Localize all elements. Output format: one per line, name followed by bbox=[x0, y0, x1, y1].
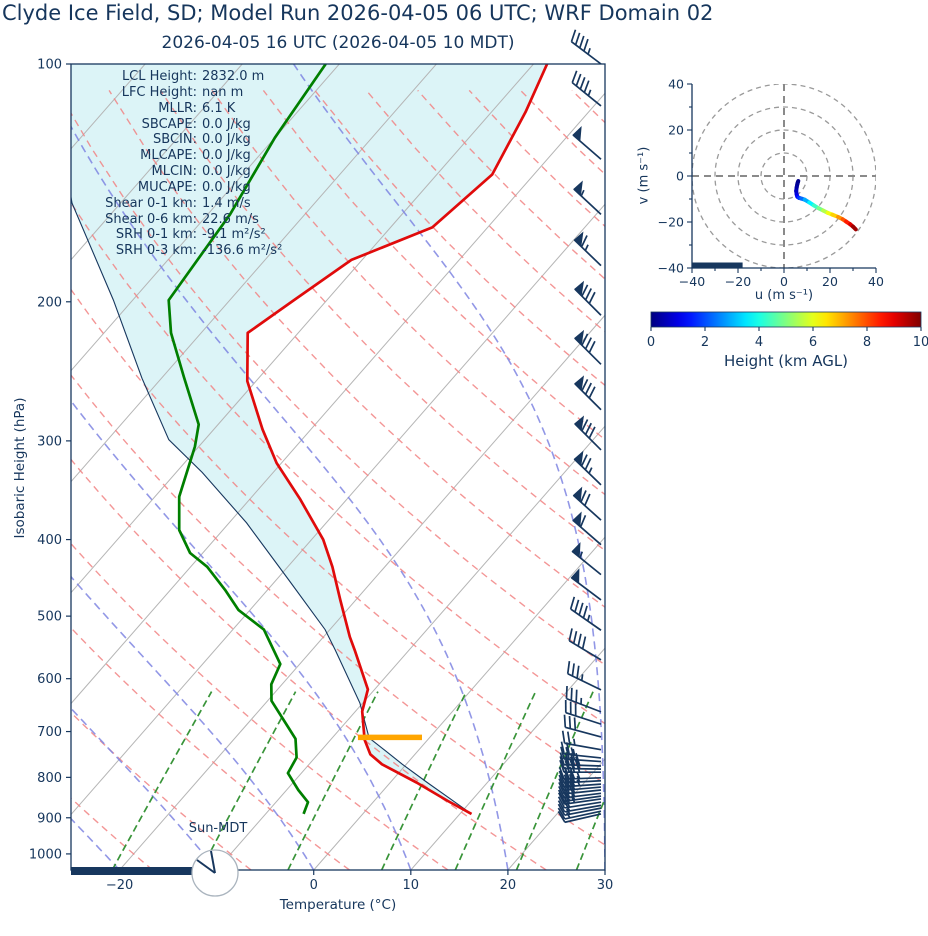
hodograph-axes-crosshair bbox=[692, 84, 876, 268]
stat-row: MLCAPE: 0.0 J/kg bbox=[57, 148, 282, 164]
stat-row: SBCIN: 0.0 J/kg bbox=[57, 132, 282, 148]
svg-text:−20: −20 bbox=[725, 274, 751, 289]
stat-value: -136.6 m²/s² bbox=[202, 243, 283, 259]
stat-value: 0.0 J/kg bbox=[202, 148, 251, 164]
stat-label: SBCAPE: bbox=[141, 116, 197, 132]
stat-label: SRH 0-3 km: bbox=[115, 243, 197, 259]
stat-value: -9.1 m²/s² bbox=[202, 227, 266, 243]
stat-label: LFC Height: bbox=[121, 84, 197, 100]
hodograph-tick-labels: −40−40 −20 −20 0 0 20 20 40 40 bbox=[658, 77, 884, 290]
stat-value: 0.0 J/kg bbox=[202, 132, 251, 148]
svg-text:−40: −40 bbox=[679, 274, 705, 289]
cin-shading bbox=[71, 64, 548, 814]
stat-label: Shear 0-1 km: bbox=[105, 195, 197, 211]
svg-text:0: 0 bbox=[647, 335, 655, 350]
svg-text:1000: 1000 bbox=[29, 847, 62, 862]
skewt-tick-labels: 1002003004005006007008009001000−20−10010… bbox=[29, 58, 613, 894]
svg-text:600: 600 bbox=[37, 672, 62, 687]
svg-text:4: 4 bbox=[755, 335, 763, 350]
hodograph-x-axis-label: u (m s⁻¹) bbox=[754, 288, 814, 303]
stat-row: SRH 0-3 km: -136.6 m²/s² bbox=[57, 243, 282, 259]
stat-row: Shear 0-1 km: 1.4 m/s bbox=[57, 196, 282, 212]
svg-text:8: 8 bbox=[863, 335, 871, 350]
svg-text:−20: −20 bbox=[658, 215, 684, 230]
skewt-y-axis-label: Isobaric Height (hPa) bbox=[12, 397, 28, 539]
svg-text:100: 100 bbox=[37, 58, 62, 73]
stat-label: LCL Height: bbox=[121, 69, 197, 84]
stat-row: MLLR: 6.1 K bbox=[57, 101, 282, 117]
stat-value: 2832.0 m bbox=[202, 69, 265, 84]
stat-row: LCL Height: 2832.0 m bbox=[57, 69, 282, 85]
svg-text:10: 10 bbox=[403, 878, 420, 893]
skewt-x-axis-label: Temperature (°C) bbox=[279, 897, 397, 913]
svg-text:20: 20 bbox=[822, 274, 838, 289]
stat-row: SBCAPE: 0.0 J/kg bbox=[57, 117, 282, 133]
stat-label: MLCAPE: bbox=[140, 148, 197, 164]
stat-label: MUCAPE: bbox=[137, 179, 197, 195]
stat-value: 0.0 J/kg bbox=[202, 116, 251, 132]
svg-text:2: 2 bbox=[701, 335, 709, 350]
hodograph-y-axis-label: v (m s⁻¹) bbox=[636, 146, 652, 205]
temperature-line bbox=[245, 64, 549, 816]
skewt-frame bbox=[70, 63, 606, 871]
svg-text:10: 10 bbox=[913, 335, 928, 350]
stat-label: SRH 0-1 km: bbox=[115, 227, 197, 243]
stat-label: Shear 0-6 km: bbox=[105, 211, 197, 227]
hodograph-plot-area bbox=[692, 84, 876, 268]
stat-label: MLCIN: bbox=[151, 164, 197, 180]
svg-text:200: 200 bbox=[37, 295, 62, 310]
mixing-ratio-lines bbox=[111, 691, 605, 870]
sun-time-label: Sun-MDT bbox=[188, 821, 248, 836]
svg-text:20: 20 bbox=[668, 123, 684, 138]
wind-barbs bbox=[557, 29, 602, 824]
svg-text:−20: −20 bbox=[106, 878, 133, 893]
hodograph-ground-bar bbox=[692, 262, 743, 269]
page-title: Clyde Ice Field, SD; Model Run 2026-04-0… bbox=[2, 1, 714, 25]
svg-text:0: 0 bbox=[676, 169, 684, 184]
moist-adiabat-lines bbox=[71, 64, 605, 870]
colorbar-ticks bbox=[650, 327, 922, 331]
stat-label: SBCIN: bbox=[153, 132, 197, 148]
dry-adiabat-lines bbox=[71, 89, 605, 870]
stat-value: 6.1 K bbox=[202, 100, 236, 116]
colorbar-tick-labels: 0 2 4 6 8 10 bbox=[647, 335, 928, 350]
stat-row: MLCIN: 0.0 J/kg bbox=[57, 164, 282, 180]
valid-time-subtitle: 2026-04-05 16 UTC (2026-04-05 10 MDT) bbox=[161, 33, 515, 53]
colorbar-label: Height (km AGL) bbox=[723, 352, 849, 370]
skewt-plot-area bbox=[71, 64, 605, 870]
svg-text:900: 900 bbox=[37, 811, 62, 826]
svg-text:700: 700 bbox=[37, 725, 62, 740]
svg-text:0: 0 bbox=[310, 878, 318, 893]
svg-text:40: 40 bbox=[668, 77, 684, 92]
parcel-trace-line bbox=[71, 194, 472, 815]
clock-icon bbox=[191, 849, 239, 897]
stat-value: nan m bbox=[202, 84, 244, 100]
stat-value: 0.0 J/kg bbox=[202, 164, 251, 180]
svg-text:500: 500 bbox=[37, 610, 62, 625]
svg-text:0: 0 bbox=[780, 274, 788, 289]
svg-text:−40: −40 bbox=[658, 261, 684, 276]
stat-label: MLLR: bbox=[158, 100, 197, 116]
svg-text:800: 800 bbox=[37, 771, 62, 786]
svg-text:6: 6 bbox=[809, 335, 817, 350]
svg-text:300: 300 bbox=[37, 434, 62, 449]
stat-value: 0.0 J/kg bbox=[202, 179, 251, 195]
sounding-stats-panel: LCL Height: 2832.0 m LFC Height: nan m MLLR:… bbox=[57, 69, 282, 259]
stat-row: LFC Height: nan m bbox=[57, 85, 282, 101]
stat-value: 22.6 m/s bbox=[202, 211, 259, 227]
stat-value: 1.4 m/s bbox=[202, 195, 251, 211]
svg-text:20: 20 bbox=[500, 878, 517, 893]
dewpoint-line bbox=[167, 64, 327, 815]
hodograph-trace bbox=[794, 179, 858, 232]
stat-row: Shear 0-6 km: 22.6 m/s bbox=[57, 212, 282, 228]
stat-row: MUCAPE: 0.0 J/kg bbox=[57, 180, 282, 196]
svg-text:400: 400 bbox=[37, 533, 62, 548]
svg-text:30: 30 bbox=[597, 878, 614, 893]
stat-row: SRH 0-1 km: -9.1 m²/s² bbox=[57, 227, 282, 243]
svg-text:40: 40 bbox=[868, 274, 884, 289]
height-colorbar bbox=[650, 311, 922, 328]
